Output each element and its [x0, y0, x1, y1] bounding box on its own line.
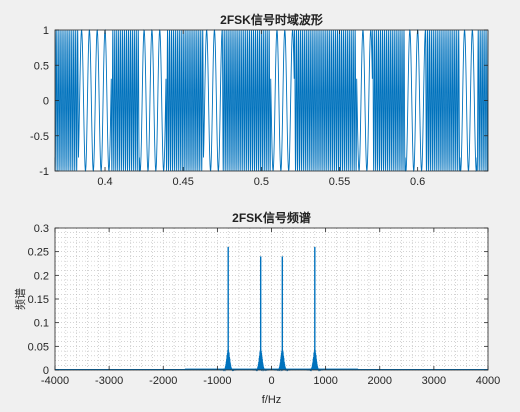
x-tick-label: -2000: [149, 375, 177, 387]
x-tick-label: 0.45: [172, 176, 193, 188]
x-tick-label: 0.6: [410, 176, 425, 188]
y-tick-label: 0.5: [34, 60, 49, 72]
spectrum-y-axis-label: 频谱: [13, 288, 27, 310]
y-tick-label: 0: [43, 365, 49, 377]
spectrum-title: 2FSK信号频谱: [232, 210, 311, 225]
x-tick-label: -4000: [41, 375, 69, 387]
time-domain-axes: 0.4 0.45 0.5 0.55 0.6 -1 -0.5 0 0.5 1 2FSK信号时域波形: [30, 12, 489, 188]
x-tick-label: 0.5: [254, 176, 269, 188]
x-tick-label: -1000: [203, 375, 231, 387]
time-domain-title: 2FSK信号时域波形: [220, 12, 323, 27]
spectrum-ticks: -4000 -3000 -2000 -1000 0 1000 2000 3000 4000 0 0.…: [28, 223, 501, 387]
spectrum-grid: [54, 227, 489, 371]
y-tick-label: 0: [43, 96, 49, 108]
y-tick-label: 0.1: [34, 318, 49, 330]
waveform-line: [54, 29, 489, 172]
y-tick-label: 0.3: [34, 223, 49, 235]
y-tick-label: 0.25: [28, 247, 49, 259]
x-tick-label: 0.4: [97, 176, 112, 188]
x-tick-label: 4000: [476, 375, 500, 387]
time-domain-ticks: 0.4 0.45 0.5 0.55 0.6 -1 -0.5 0 0.5 1: [30, 25, 488, 188]
y-tick-label: -0.5: [30, 131, 49, 143]
time-domain-waveform: [54, 29, 489, 172]
y-tick-label: 0.15: [28, 294, 49, 306]
y-tick-label: 0.05: [28, 341, 49, 353]
spectrum-x-axis-label: f/Hz: [262, 394, 282, 406]
y-tick-label: -1: [39, 166, 49, 178]
x-tick-label: -3000: [95, 375, 123, 387]
spectrum-axes: -4000 -3000 -2000 -1000 0 1000 2000 3000 4000 0 0.…: [13, 210, 500, 406]
x-tick-label: 1000: [313, 375, 337, 387]
x-tick-label: 2000: [368, 375, 392, 387]
x-tick-label: 0: [268, 375, 274, 387]
x-tick-label: 0.55: [329, 176, 350, 188]
y-tick-label: 1: [43, 25, 49, 37]
y-tick-label: 0.2: [34, 270, 49, 282]
x-tick-label: 3000: [422, 375, 446, 387]
